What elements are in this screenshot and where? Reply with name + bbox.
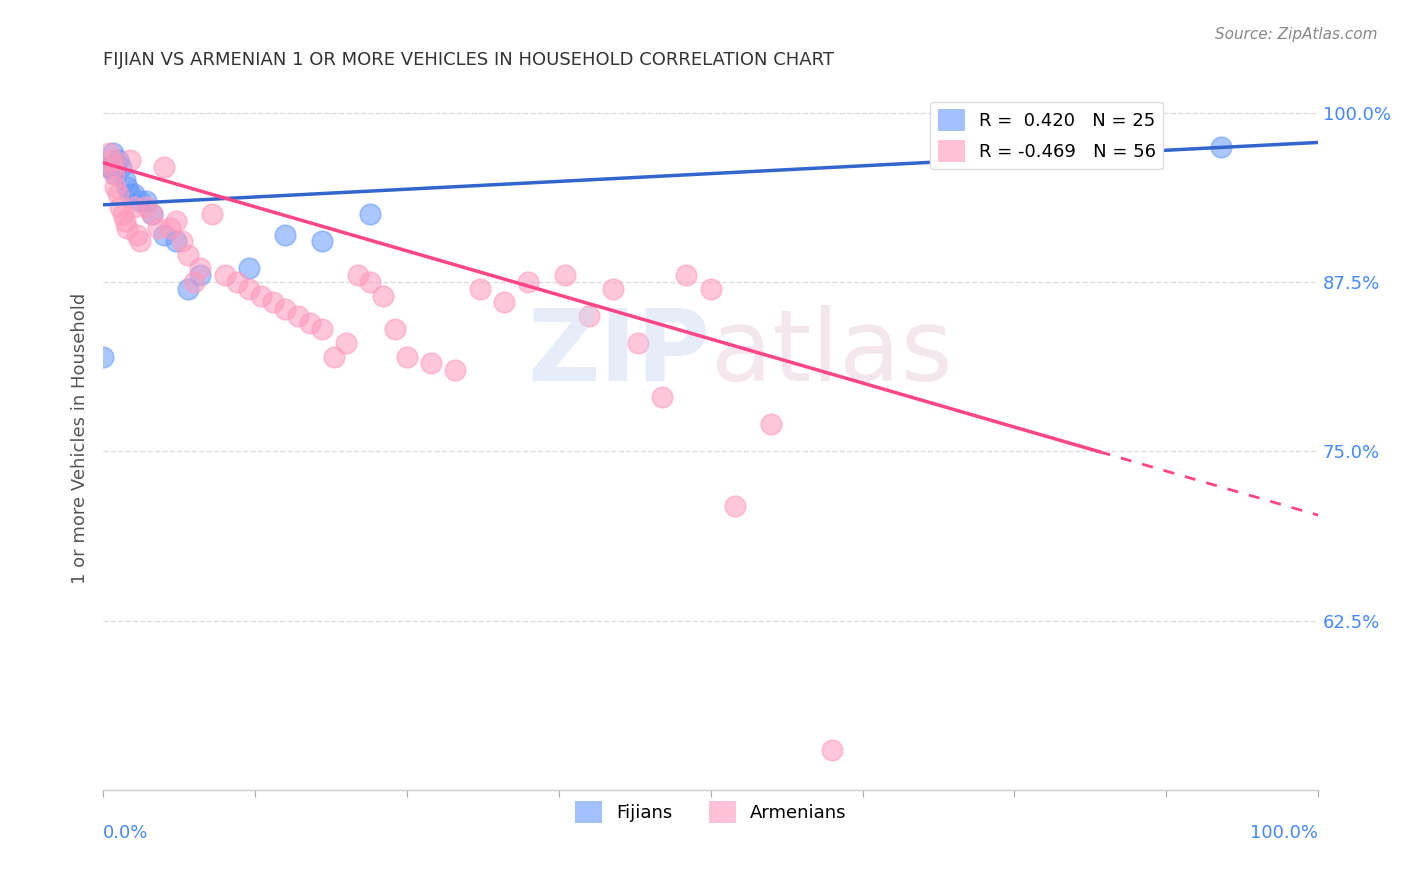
Point bbox=[101, 160, 124, 174]
Point bbox=[444, 363, 467, 377]
Point bbox=[117, 220, 139, 235]
Point bbox=[651, 390, 673, 404]
Point bbox=[118, 153, 141, 167]
Point bbox=[699, 282, 721, 296]
Point bbox=[675, 268, 697, 283]
Point bbox=[104, 180, 127, 194]
Point bbox=[1002, 133, 1025, 147]
Point bbox=[128, 235, 150, 249]
Point bbox=[104, 160, 127, 174]
Point bbox=[177, 282, 200, 296]
Point bbox=[1209, 139, 1232, 153]
Text: FIJIAN VS ARMENIAN 1 OR MORE VEHICLES IN HOUSEHOLD CORRELATION CHART: FIJIAN VS ARMENIAN 1 OR MORE VEHICLES IN… bbox=[103, 51, 834, 69]
Point bbox=[172, 235, 194, 249]
Point bbox=[104, 167, 127, 181]
Point bbox=[468, 282, 491, 296]
Point bbox=[323, 350, 346, 364]
Point bbox=[287, 309, 309, 323]
Point bbox=[141, 207, 163, 221]
Point bbox=[274, 227, 297, 242]
Point bbox=[517, 275, 540, 289]
Point bbox=[761, 417, 783, 432]
Point bbox=[111, 207, 134, 221]
Point bbox=[153, 160, 176, 174]
Point bbox=[250, 288, 273, 302]
Point bbox=[214, 268, 236, 283]
Point bbox=[602, 282, 624, 296]
Point bbox=[98, 160, 121, 174]
Point bbox=[135, 194, 157, 208]
Point bbox=[395, 350, 418, 364]
Point bbox=[98, 146, 121, 161]
Point bbox=[188, 268, 211, 283]
Point bbox=[128, 194, 150, 208]
Point bbox=[141, 207, 163, 221]
Text: 0.0%: 0.0% bbox=[103, 824, 149, 842]
Point bbox=[274, 302, 297, 317]
Point bbox=[114, 173, 136, 187]
Point bbox=[177, 248, 200, 262]
Point bbox=[183, 275, 205, 289]
Point bbox=[165, 214, 187, 228]
Point bbox=[298, 316, 321, 330]
Point bbox=[117, 180, 139, 194]
Point bbox=[627, 336, 650, 351]
Point bbox=[201, 207, 224, 221]
Point bbox=[122, 201, 145, 215]
Point bbox=[108, 201, 131, 215]
Text: ZIP: ZIP bbox=[527, 305, 710, 401]
Point bbox=[347, 268, 370, 283]
Point bbox=[724, 499, 747, 513]
Text: Source: ZipAtlas.com: Source: ZipAtlas.com bbox=[1215, 27, 1378, 42]
Point bbox=[420, 356, 443, 370]
Point bbox=[554, 268, 576, 283]
Point bbox=[122, 186, 145, 201]
Point bbox=[225, 275, 247, 289]
Point bbox=[101, 146, 124, 161]
Point bbox=[311, 235, 333, 249]
Point bbox=[91, 350, 114, 364]
Point bbox=[153, 227, 176, 242]
Point bbox=[107, 186, 129, 201]
Point bbox=[335, 336, 357, 351]
Point bbox=[98, 160, 121, 174]
Point bbox=[311, 322, 333, 336]
Point bbox=[159, 220, 181, 235]
Point bbox=[135, 201, 157, 215]
Point bbox=[238, 261, 260, 276]
Text: atlas: atlas bbox=[710, 305, 952, 401]
Point bbox=[110, 160, 132, 174]
Point bbox=[103, 167, 125, 181]
Point bbox=[165, 235, 187, 249]
Point bbox=[238, 282, 260, 296]
Point bbox=[359, 207, 381, 221]
Point bbox=[107, 153, 129, 167]
Point bbox=[359, 275, 381, 289]
Point bbox=[371, 288, 394, 302]
Point bbox=[821, 742, 844, 756]
Point bbox=[118, 186, 141, 201]
Point bbox=[262, 295, 284, 310]
Y-axis label: 1 or more Vehicles in Household: 1 or more Vehicles in Household bbox=[72, 293, 89, 583]
Point bbox=[188, 261, 211, 276]
Point bbox=[127, 227, 149, 242]
Point bbox=[100, 153, 122, 167]
Point bbox=[494, 295, 516, 310]
Text: 100.0%: 100.0% bbox=[1250, 824, 1319, 842]
Legend: Fijians, Armenians: Fijians, Armenians bbox=[568, 794, 853, 830]
Point bbox=[578, 309, 600, 323]
Point bbox=[146, 220, 169, 235]
Point bbox=[114, 214, 136, 228]
Point bbox=[384, 322, 406, 336]
